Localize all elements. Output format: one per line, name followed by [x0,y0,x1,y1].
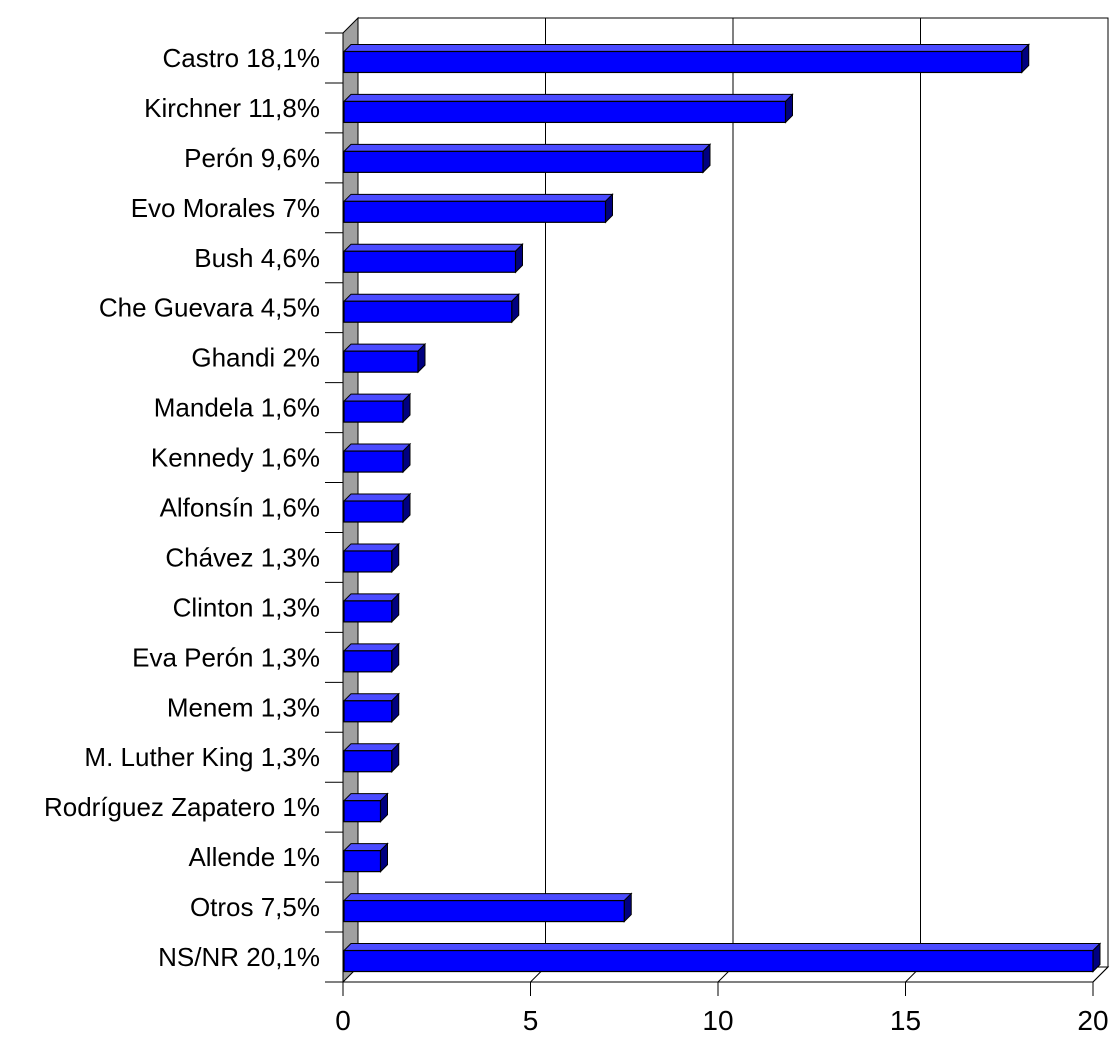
bar-front [343,450,404,473]
bar [342,243,524,274]
bar-top [342,393,412,402]
bar [342,442,412,474]
category-label: Perón 9,6% [184,143,320,173]
bar-top [342,93,794,102]
bar-top [342,243,524,252]
x-tick-label: 10 [702,1005,733,1036]
bar-top [342,543,400,552]
category-label: Alfonsín 1,6% [160,493,320,523]
category-label: NS/NR 20,1% [158,942,320,972]
bar-front [343,150,704,173]
bar [342,93,794,124]
bar-top [342,693,400,702]
category-label: Eva Perón 1,3% [132,642,320,672]
category-label: Mandela 1,6% [154,393,320,423]
bar [342,942,1102,973]
category-label: Allende 1% [188,842,320,872]
bar-top [342,343,427,352]
bars [342,43,1102,973]
bar-front [343,750,393,773]
bar-front [343,800,382,823]
x-tick-label: 20 [1077,1005,1108,1036]
category-label: Menem 1,3% [167,692,320,722]
category-label: Evo Morales 7% [131,193,320,223]
category-label: Otros 7,5% [190,892,320,922]
bar-front [343,600,393,623]
bar-top [342,943,1102,952]
bar [342,293,520,324]
category-label: Bush 4,6% [194,243,320,273]
bar-top [342,493,412,502]
x-axis-ticks: 0 5 10 15 20 [325,32,1109,1036]
bar-top [342,143,712,152]
bar-front [343,300,513,323]
floor-gridline [1092,966,1109,983]
bar-top [342,293,520,302]
category-labels: Castro 18,1% Kirchner 11,8% Perón 9,6% Evo … [44,43,320,972]
bar-front [343,899,625,923]
bar-top [342,193,614,202]
bar-front [343,500,404,523]
bar-front [343,700,393,723]
x-tick-label: 0 [335,1005,351,1036]
bar [342,792,389,823]
bar-front [343,550,393,573]
bar-front [343,949,1094,973]
bar-front [343,50,1023,74]
bar [342,642,400,674]
bar-top [342,643,400,652]
bar-front [343,100,787,124]
bar [342,842,389,873]
category-label: Clinton 1,3% [173,592,320,622]
category-label: Kennedy 1,6% [151,443,320,473]
category-label: Rodríguez Zapatero 1% [44,792,320,822]
bar [342,342,427,374]
bar [342,193,614,224]
category-label: Castro 18,1% [162,43,320,73]
x-tick-label: 5 [523,1005,539,1036]
bar [342,392,412,424]
category-label: M. Luther King 1,3% [84,742,320,772]
bar [342,143,712,174]
bar [342,492,412,524]
bar-top [342,443,412,452]
category-label: Chávez 1,3% [165,542,320,572]
bar-top [342,743,400,752]
bar-top [342,43,1030,52]
bar-top [342,893,633,902]
bar [342,742,400,773]
bar-front [343,850,382,873]
bar [342,542,400,574]
category-label: Che Guevara 4,5% [99,293,320,323]
category-label: Kirchner 11,8% [144,93,320,123]
bar [342,692,400,723]
category-label: Ghandi 2% [191,343,320,373]
bar-front [343,250,517,273]
bar-top [342,593,400,602]
bar [342,892,633,923]
bar-front [343,650,393,673]
bar [342,592,400,624]
bar-front [343,200,607,223]
bar [342,43,1030,74]
bar-front [343,350,419,373]
bar-front [343,400,404,423]
x-tick-label: 15 [890,1005,921,1036]
